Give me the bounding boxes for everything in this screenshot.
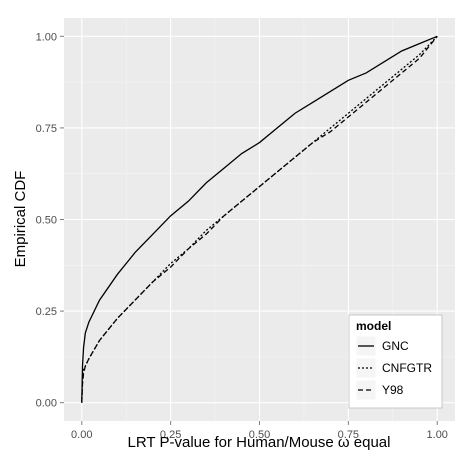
x-tick-label: 1.00 — [427, 429, 448, 441]
series-line-y98 — [81, 35, 438, 403]
legend-keys: GNC CNFGTR Y98 — [355, 335, 432, 401]
x-axis-title: LRT P-value for Human/Mouse ω equal — [128, 434, 391, 451]
legend: model GNC CNFGTR Y98 — [348, 314, 443, 409]
legend-label: CNFGTR — [382, 361, 432, 375]
x-tick-label: 0.50 — [249, 429, 270, 441]
legend-title: model — [356, 319, 391, 333]
legend-label: GNC — [382, 339, 409, 353]
y-tick-label: 0.25 — [36, 306, 57, 318]
x-tick-label: 0.75 — [338, 429, 359, 441]
series-lines — [81, 35, 438, 403]
y-axis-title: Empirical CDF — [12, 171, 29, 268]
x-tick-label: 0.25 — [160, 429, 181, 441]
x-tick-label: 0.00 — [71, 429, 92, 441]
y-tick-label: 0.00 — [36, 398, 57, 410]
x-axis-ticks: 0.00 0.25 0.50 0.75 1.00 — [71, 421, 448, 441]
y-axis-ticks: 0.00 0.25 0.50 0.75 1.00 — [36, 31, 64, 410]
y-tick-label: 0.50 — [36, 215, 57, 227]
y-tick-label: 1.00 — [36, 31, 57, 43]
y-tick-label: 0.75 — [36, 123, 57, 135]
series-line-gnc — [81, 35, 438, 403]
legend-label: Y98 — [382, 383, 404, 397]
series-line-cnfgtr — [81, 35, 438, 403]
major-gridlines — [64, 18, 455, 421]
